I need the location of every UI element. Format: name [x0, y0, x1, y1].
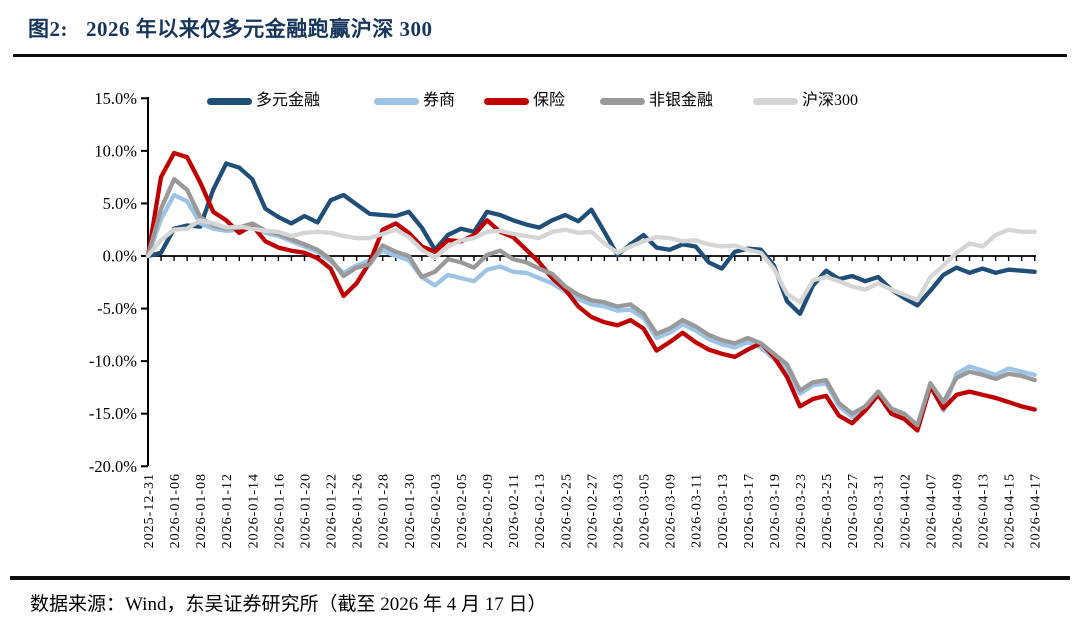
- legend-swatch: [753, 97, 798, 105]
- x-tick-label: 2026-01-28: [377, 473, 392, 548]
- x-tick-label: 2026-03-31: [872, 473, 887, 548]
- x-tick-label: 2026-02-13: [533, 473, 548, 548]
- x-tick-label: 2026-02-09: [481, 473, 496, 548]
- x-tick-label: 2026-03-19: [768, 473, 783, 548]
- x-tick-label: 2026-01-22: [325, 473, 340, 548]
- x-tick-label: 2026-01-20: [298, 473, 313, 548]
- x-tick-label: 2026-01-26: [351, 473, 366, 548]
- x-tick-label: 2026-01-30: [403, 473, 418, 548]
- zero-axis: [147, 255, 1036, 261]
- x-tick-label: 2026-03-05: [638, 473, 653, 548]
- x-tick-label: 2026-03-25: [820, 473, 835, 548]
- x-tick-label: 2026-03-17: [742, 473, 757, 548]
- legend-label: 券商: [423, 92, 456, 109]
- x-tick-label: 2026-01-16: [272, 473, 287, 548]
- y-tick-label: 0.0%: [103, 247, 138, 266]
- x-tick-label: 2026-04-02: [898, 473, 913, 548]
- y-tick-label: -10.0%: [89, 352, 137, 371]
- y-tick-label: -15.0%: [89, 404, 137, 423]
- x-tick-label: 2026-04-15: [1003, 473, 1018, 548]
- x-tick-label: 2026-02-25: [559, 473, 574, 548]
- legend-label: 沪深300: [802, 92, 859, 109]
- legend-item-1: 券商: [374, 91, 455, 111]
- legend-swatch: [484, 97, 529, 105]
- x-tick-label: 2026-04-07: [924, 473, 939, 548]
- x-tick-label: 2026-01-12: [220, 473, 235, 548]
- x-tick-label: 2026-03-23: [794, 473, 809, 548]
- x-tick-label: 2025-12-31: [142, 473, 157, 548]
- x-tick-label: 2026-03-11: [690, 473, 705, 548]
- y-tick-label: 10.0%: [94, 141, 137, 160]
- series-line-3: [145, 177, 1037, 428]
- legend-item-3: 非银金融: [600, 91, 713, 111]
- figure-title: 2026 年以来仅多元金融跑赢沪深 300: [86, 17, 433, 41]
- x-tick-label: 2026-03-09: [664, 473, 679, 548]
- y-tick-label: -20.0%: [89, 457, 137, 476]
- series-line-2: [145, 150, 1037, 433]
- legend-swatch: [600, 97, 645, 105]
- x-tick-label: 2026-04-09: [950, 473, 965, 548]
- x-tick-label: 2026-04-13: [977, 473, 992, 548]
- x-tick-label: 2026-02-27: [585, 473, 600, 548]
- data-source-text: 数据来源：Wind，东吴证券研究所（截至 2026 年 4 月 17 日）: [30, 594, 547, 615]
- x-tick-label: 2026-01-08: [194, 473, 209, 548]
- x-tick-label: 2026-01-14: [246, 473, 261, 548]
- x-tick-label: 2026-01-06: [168, 473, 183, 548]
- figure-number-label: 图2:: [28, 17, 68, 41]
- legend-label: 保险: [533, 92, 566, 109]
- x-tick-label: 2026-03-03: [611, 473, 626, 548]
- x-tick-label: 2026-02-11: [507, 473, 522, 548]
- y-tick-label: 15.0%: [94, 89, 137, 108]
- footer-divider: [10, 576, 1070, 580]
- x-tick-label: 2026-03-13: [716, 473, 731, 548]
- x-tick-label: 2026-02-03: [429, 473, 444, 548]
- legend-item-0: 多元金融: [207, 91, 320, 111]
- legend-label: 非银金融: [649, 92, 714, 109]
- x-tick-label: 2026-04-17: [1029, 473, 1044, 548]
- data-source: 数据来源：Wind，东吴证券研究所（截至 2026 年 4 月 17 日）: [30, 589, 546, 616]
- series-line-4: [145, 218, 1037, 305]
- y-tick-label: 5.0%: [103, 194, 138, 213]
- y-tick-label: -5.0%: [97, 299, 137, 318]
- chart-legend: 多元金融 券商 保险 非银金融 沪深300: [0, 91, 1080, 111]
- legend-label: 多元金融: [256, 92, 321, 109]
- x-tick-label: 2026-02-05: [455, 473, 470, 548]
- figure-header: 图2: 2026 年以来仅多元金融跑赢沪深 300: [28, 13, 433, 43]
- legend-item-2: 保险: [484, 91, 565, 111]
- legend-swatch: [374, 97, 419, 105]
- x-axis-labels: 2025-12-31 2026-01-06 2026-01-08 2026-01-12…: [142, 473, 1044, 548]
- legend-item-4: 沪深300: [753, 91, 858, 111]
- legend-swatch: [207, 97, 252, 105]
- y-axis: 15.0% 10.0% 5.0% 0.0% -5.0% -10.0% -15.0% -20.0…: [89, 89, 149, 476]
- x-tick-label: 2026-03-27: [846, 473, 861, 548]
- title-divider: [13, 54, 1067, 57]
